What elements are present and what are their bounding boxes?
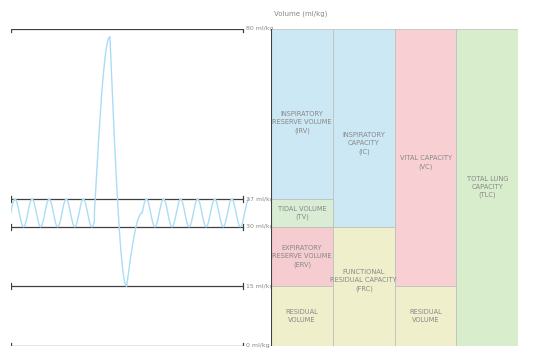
Text: TOTAL LUNG
CAPACITY
(TLC): TOTAL LUNG CAPACITY (TLC) [467,176,508,198]
Text: RESIDUAL
VOLUME: RESIDUAL VOLUME [286,309,318,323]
Bar [271,29,333,199]
Bar [271,227,333,286]
Text: 80 ml/kg: 80 ml/kg [246,26,274,31]
Text: RESIDUAL
VOLUME: RESIDUAL VOLUME [409,309,442,323]
Text: VITAL CAPACITY
(VC): VITAL CAPACITY (VC) [400,156,452,170]
Text: Volume (ml/kg): Volume (ml/kg) [274,10,328,17]
Bar [271,286,333,346]
Text: EXPIRATORY
RESERVE VOLUME
(ERV): EXPIRATORY RESERVE VOLUME (ERV) [272,245,332,268]
Text: TIDAL VOLUME
(TV): TIDAL VOLUME (TV) [278,206,326,220]
Bar [395,29,456,286]
Text: 0 ml/kg: 0 ml/kg [246,343,270,348]
Text: 30 ml/kg: 30 ml/kg [246,224,274,229]
Text: 15 ml/kg: 15 ml/kg [246,284,274,289]
Bar [271,199,333,227]
Bar [333,29,395,227]
Bar [333,227,395,346]
Text: 37 ml/kg: 37 ml/kg [246,197,274,202]
Bar [456,29,518,346]
Bar [395,286,456,346]
Text: INSPIRATORY
CAPACITY
(IC): INSPIRATORY CAPACITY (IC) [343,132,385,155]
Text: FUNCTIONAL
RESIDUAL CAPACITY
(FRC): FUNCTIONAL RESIDUAL CAPACITY (FRC) [330,269,397,292]
Text: INSPIRATORY
RESERVE VOLUME
(IRV): INSPIRATORY RESERVE VOLUME (IRV) [272,111,332,134]
